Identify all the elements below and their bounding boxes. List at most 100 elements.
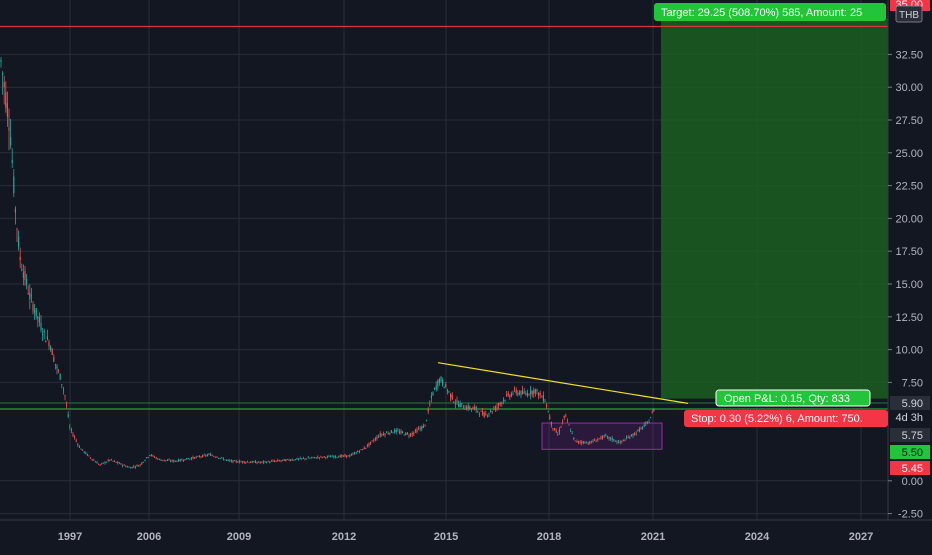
candle <box>251 461 253 463</box>
candle <box>141 462 143 464</box>
candle <box>608 436 610 439</box>
candle <box>258 461 260 463</box>
candle <box>530 389 532 395</box>
candle <box>150 454 152 456</box>
target-info-bg[interactable] <box>654 3 886 21</box>
candle <box>186 458 188 460</box>
time-axis-label: 2027 <box>849 531 873 543</box>
candle <box>221 457 223 459</box>
candle <box>627 437 629 439</box>
candle <box>349 455 351 457</box>
candle <box>14 208 16 213</box>
candle <box>573 437 575 440</box>
candle <box>590 441 592 443</box>
candle <box>422 425 424 428</box>
candle <box>282 459 284 461</box>
candle <box>522 390 524 394</box>
candle <box>56 366 58 369</box>
candle <box>562 421 564 422</box>
open-pnl-bg[interactable] <box>715 389 871 407</box>
candle <box>568 424 570 426</box>
candle <box>178 459 180 462</box>
candle <box>387 433 389 435</box>
candle <box>179 459 181 461</box>
candle <box>578 440 580 443</box>
candle <box>299 457 301 459</box>
candle <box>347 455 349 457</box>
candle <box>88 455 90 457</box>
candle <box>21 269 23 271</box>
stop-info-bg[interactable] <box>684 410 888 427</box>
candle <box>621 440 623 442</box>
candle <box>462 408 464 409</box>
candle <box>427 409 429 412</box>
candle <box>275 460 277 462</box>
candle <box>3 82 5 88</box>
stop-price-label: 5.45 <box>902 463 923 475</box>
candle <box>336 456 338 458</box>
candle <box>331 455 333 457</box>
price-axis-label: 27.50 <box>895 115 923 127</box>
candle <box>102 462 104 464</box>
candle <box>197 456 199 457</box>
candle <box>166 460 168 461</box>
candle <box>246 461 248 463</box>
candle <box>182 460 184 462</box>
candle <box>435 385 437 390</box>
candle <box>203 454 205 456</box>
candle <box>382 433 384 436</box>
candle <box>442 379 444 385</box>
candle <box>109 459 111 461</box>
candle <box>406 433 408 435</box>
candle <box>286 459 288 460</box>
candle <box>318 457 320 459</box>
currency-badge-bg[interactable] <box>895 5 923 23</box>
candle <box>189 458 191 460</box>
candle <box>518 392 520 395</box>
candle <box>64 395 66 397</box>
candle <box>416 429 418 433</box>
candle <box>254 461 256 464</box>
candle <box>651 412 653 413</box>
candle <box>642 426 644 429</box>
candle <box>373 440 375 442</box>
candle <box>618 442 620 444</box>
candle <box>256 462 258 464</box>
candle <box>355 452 357 454</box>
candle <box>589 441 591 444</box>
candle <box>27 293 29 294</box>
candle <box>592 440 594 442</box>
candle <box>552 428 554 429</box>
price-axis-label: 22.50 <box>895 181 923 193</box>
candle <box>598 438 600 440</box>
time-axis-label: 2024 <box>745 531 770 543</box>
candle <box>453 401 455 403</box>
candle <box>274 461 276 462</box>
candle <box>635 433 637 435</box>
countdown-label: 4d 3h <box>895 412 923 424</box>
candle <box>22 272 24 278</box>
candle <box>616 441 618 443</box>
candle <box>131 466 133 468</box>
mid-price-label-bg <box>890 428 930 442</box>
candle <box>424 424 426 426</box>
candle <box>587 443 589 445</box>
candle <box>78 446 80 448</box>
candle <box>16 228 18 230</box>
candle <box>101 463 103 465</box>
candle <box>307 457 309 459</box>
candle <box>312 456 314 458</box>
entry-price-label-bg <box>890 445 930 459</box>
price-axis-label: 17.50 <box>895 246 923 258</box>
candle <box>317 456 319 458</box>
candle <box>541 396 543 398</box>
price-axis-label: 30.00 <box>895 82 923 94</box>
trendline[interactable] <box>437 362 689 404</box>
profit-target-zone[interactable] <box>661 18 888 399</box>
candle <box>202 455 204 457</box>
candle <box>144 460 146 462</box>
candle <box>211 455 213 457</box>
candle <box>184 459 186 461</box>
